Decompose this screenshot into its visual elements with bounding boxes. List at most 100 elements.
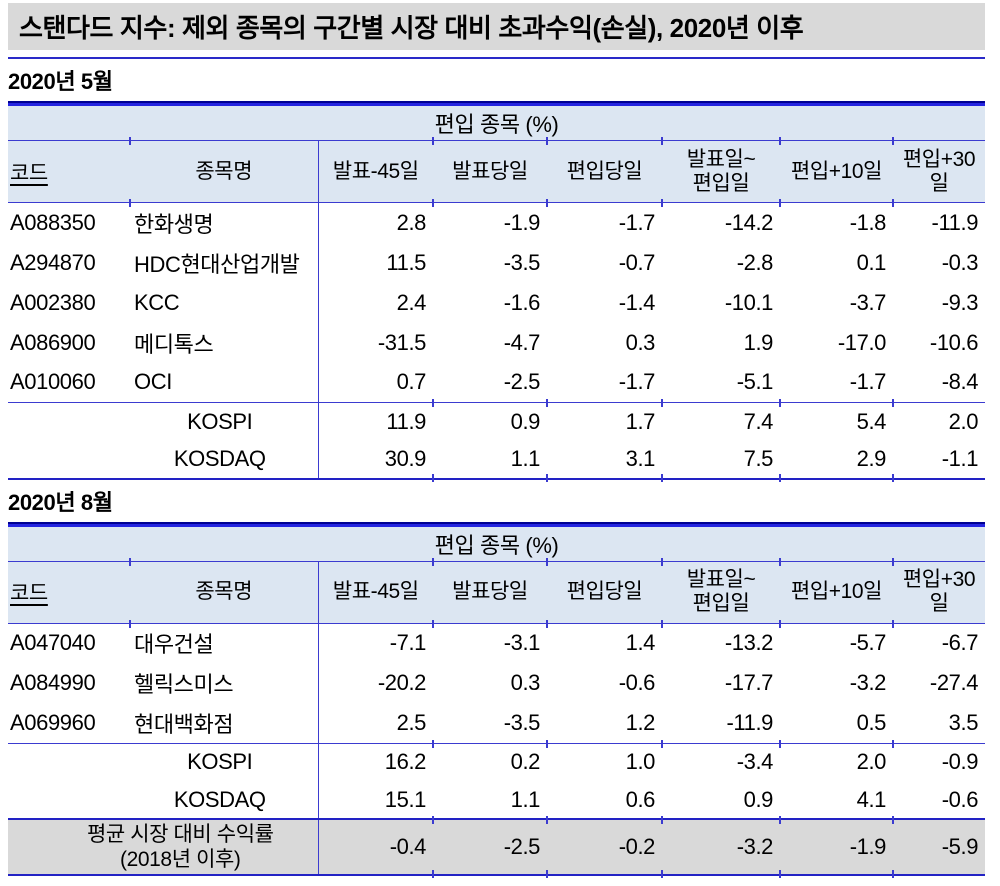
value-cell: 3.1 bbox=[546, 440, 662, 482]
value-cell: -3.4 bbox=[661, 740, 780, 781]
value-cell: -27.4 bbox=[929, 670, 979, 695]
value-cell: 5.4 bbox=[779, 399, 893, 441]
value-cell: -11.9 bbox=[726, 709, 773, 735]
stock-name: 현대백화점 bbox=[134, 711, 234, 737]
stock-name: HDC현대산업개발 bbox=[134, 251, 300, 277]
value-cell: -3.5 bbox=[503, 709, 541, 735]
col-header-pre45: 발표-45일 bbox=[317, 140, 433, 203]
value-cell: 2.5 bbox=[317, 703, 433, 743]
report-title: 스탠다드 지수: 제외 종목의 구간별 시장 대비 초과수익(손실), 2020… bbox=[19, 13, 804, 43]
value-cell: -5.9 bbox=[891, 817, 986, 879]
value-cell: 0.9 bbox=[743, 786, 774, 812]
index-row: KOSDAQ 30.9 1.1 3.1 7.5 2.9 -1.1 bbox=[8, 440, 986, 482]
table-row: 편입 종목 (%) bbox=[8, 106, 986, 141]
value-cell: -1.9 bbox=[779, 817, 893, 879]
value-cell: -2.5 bbox=[432, 817, 547, 879]
value-cell: -17.7 bbox=[724, 670, 774, 695]
col-header-plus30: 편입+30일 bbox=[891, 557, 986, 624]
stock-name: 헬릭스미스 bbox=[134, 672, 234, 697]
value-cell: 1.1 bbox=[432, 440, 547, 482]
col-header-announce-day: 발표당일 bbox=[432, 136, 547, 203]
value-cell: 4.1 bbox=[856, 786, 887, 812]
value-cell: -1.4 bbox=[618, 289, 656, 315]
value-cell: 15.1 bbox=[317, 781, 433, 819]
value-cell: 1.9 bbox=[743, 329, 774, 355]
value-cell: -3.5 bbox=[503, 249, 541, 275]
index-row: KOSDAQ 15.1 1.1 0.6 0.9 4.1 -0.6 bbox=[8, 781, 985, 819]
value-cell: -13.2 bbox=[661, 619, 780, 663]
value-cell: 7.5 bbox=[661, 440, 780, 482]
stock-code: A086900 bbox=[10, 329, 96, 355]
value-cell: 2.0 bbox=[779, 740, 893, 781]
value-cell: -5.7 bbox=[779, 619, 893, 663]
col-header-announce-day: 발표당일 bbox=[432, 557, 547, 624]
value-cell: 1.1 bbox=[510, 786, 541, 812]
may-table: 편입 종목 (%) 코드 종목명 발표-45일 발표당일 편입당일 발표일~ 편… bbox=[8, 106, 986, 482]
value-cell: -0.2 bbox=[546, 817, 662, 879]
value-cell: 0.6 bbox=[625, 786, 656, 812]
title-divider-rule bbox=[8, 57, 985, 59]
value-cell: -5.1 bbox=[736, 369, 774, 395]
col-header-plus10: 편입+10일 bbox=[779, 136, 893, 203]
value-cell: 1.7 bbox=[546, 399, 662, 441]
value-cell: -3.7 bbox=[849, 289, 887, 315]
value-cell: -3.1 bbox=[432, 619, 547, 663]
value-cell: -0.6 bbox=[941, 786, 979, 812]
value-cell: -2.5 bbox=[503, 369, 541, 395]
value-cell: -1.9 bbox=[432, 198, 547, 243]
value-cell: 0.1 bbox=[856, 249, 887, 275]
table-row: A010060 OCI 0.7 -2.5 -1.7 -5.1 -1.7 -8.4 bbox=[8, 362, 985, 403]
value-cell: 30.9 bbox=[317, 440, 433, 480]
index-row: KOSPI 16.2 0.2 1.0 -3.4 2.0 -0.9 bbox=[8, 740, 986, 781]
table-row: A069960 현대백화점 2.5 -3.5 1.2 -11.9 0.5 3.5 bbox=[8, 703, 985, 743]
index-name: KOSDAQ bbox=[8, 440, 318, 480]
report-title-bar: 스탠다드 지수: 제외 종목의 구간별 시장 대비 초과수익(손실), 2020… bbox=[8, 3, 985, 50]
average-label: 평균 시장 대비 수익률 (2018년 이후) bbox=[8, 818, 318, 876]
col-header-announce-to-inclusion: 발표일~ 편입일 bbox=[661, 557, 780, 624]
stock-code: A010060 bbox=[10, 369, 96, 395]
value-cell: -1.7 bbox=[618, 369, 656, 395]
value-cell: -8.4 bbox=[941, 369, 979, 395]
value-cell: 2.4 bbox=[317, 282, 433, 323]
table-top-border bbox=[8, 521, 985, 527]
table-row: A294870 HDC현대산업개발 11.5 -3.5 -0.7 -2.8 0.… bbox=[8, 242, 985, 283]
col-header-inclusion-day: 편입당일 bbox=[546, 136, 662, 203]
value-cell: -1.8 bbox=[779, 198, 893, 243]
stock-code: A084990 bbox=[10, 670, 96, 695]
col-header-plus30: 편입+30일 bbox=[891, 136, 986, 203]
stock-name: 메디톡스 bbox=[134, 331, 214, 357]
index-name: KOSDAQ bbox=[173, 786, 266, 812]
stock-name: KCC bbox=[134, 289, 180, 315]
group-header: 편입 종목 (%) bbox=[8, 106, 986, 141]
stock-code: A002380 bbox=[10, 289, 96, 315]
value-cell: -0.4 bbox=[317, 818, 433, 876]
value-cell: -20.2 bbox=[317, 663, 433, 703]
value-cell: 1.4 bbox=[546, 619, 662, 663]
value-cell: -2.8 bbox=[736, 249, 774, 275]
value-cell: 1.2 bbox=[625, 709, 656, 735]
col-header-name: 종목명 bbox=[129, 136, 318, 203]
table-row: A047040 대우건설 -7.1 -3.1 1.4 -13.2 -5.7 -6… bbox=[8, 619, 985, 663]
stock-name: 대우건설 bbox=[129, 619, 318, 663]
value-cell: 2.8 bbox=[317, 202, 433, 243]
table-row: A088350 한화생명 2.8 -1.9 -1.7 -14.2 -1.8 -1… bbox=[8, 198, 985, 243]
table-row: A086900 메디톡스 -31.5 -4.7 0.3 1.9 -17.0 -1… bbox=[8, 322, 985, 363]
col-header-inclusion-day: 편입당일 bbox=[546, 557, 662, 624]
value-cell: -3.2 bbox=[661, 817, 780, 879]
value-cell: 7.4 bbox=[661, 399, 780, 441]
value-cell: 0.9 bbox=[432, 399, 547, 441]
value-cell: -1.6 bbox=[503, 289, 541, 315]
value-cell: -14.2 bbox=[661, 198, 780, 243]
table-row: A084990 헬릭스미스 -20.2 0.3 -0.6 -17.7 -3.2 … bbox=[8, 663, 985, 703]
value-cell: -17.0 bbox=[837, 329, 887, 355]
value-cell: -10.6 bbox=[929, 329, 979, 355]
value-cell: 11.5 bbox=[317, 242, 433, 283]
col-header-name: 종목명 bbox=[129, 557, 318, 624]
value-cell: 2.0 bbox=[891, 399, 986, 441]
august-table: 편입 종목 (%) 코드 종목명 발표-45일 발표당일 편입당일 발표일~ 편… bbox=[8, 526, 986, 879]
stock-code: A088350 bbox=[10, 209, 96, 235]
index-row: KOSPI 11.9 0.9 1.7 7.4 5.4 2.0 bbox=[8, 399, 986, 441]
value-cell: -11.9 bbox=[891, 198, 985, 243]
value-cell: -0.7 bbox=[618, 249, 656, 275]
